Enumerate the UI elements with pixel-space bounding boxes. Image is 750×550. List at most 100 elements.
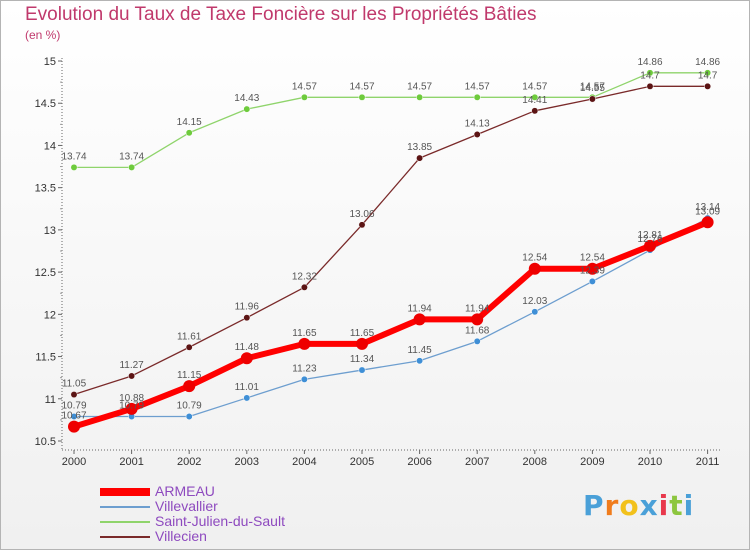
data-point — [185, 343, 193, 351]
data-point — [704, 82, 712, 90]
data-label: 10.79 — [61, 401, 86, 412]
series-line — [74, 72, 708, 169]
data-label: 11.65 — [350, 328, 375, 339]
x-tick-label: 2005 — [350, 456, 374, 468]
x-tick-label: 2010 — [638, 456, 662, 468]
series-data-labels: 10.79 10.79 10.79 11.01 11.23 11.34 11.45 11.68… — [61, 57, 720, 422]
data-label: 11.68 — [465, 325, 490, 336]
data-label: 11.34 — [350, 354, 375, 365]
series-line — [73, 219, 709, 430]
legend-label: Saint-Julien-du-Sault — [155, 513, 285, 529]
y-tick-label: 13.5 — [35, 183, 56, 195]
logo-letter: o — [619, 489, 640, 522]
data-label: 14.41 — [522, 95, 547, 106]
data-point — [70, 413, 78, 420]
data-point — [586, 262, 599, 275]
y-tick-label: 15 — [44, 56, 56, 68]
logo-letter: t — [669, 489, 684, 522]
chart-axes: 10.5 11 11.5 12 12.5 13 13.5 14 14.5 15 2000 2001 20… — [35, 56, 722, 468]
data-label: 11.94 — [465, 303, 490, 314]
data-label: 14.57 — [407, 81, 432, 92]
y-tick-label: 14.5 — [35, 98, 56, 110]
legend-swatch — [100, 521, 150, 523]
data-point — [128, 163, 136, 171]
y-tick-label: 13 — [44, 225, 56, 237]
series-line — [74, 217, 708, 418]
data-label: 11.45 — [407, 345, 432, 356]
data-label: 11.65 — [292, 328, 317, 339]
data-label: 12.54 — [580, 253, 605, 264]
data-point — [646, 69, 654, 77]
data-label: 11.61 — [177, 331, 202, 342]
data-point — [588, 277, 596, 285]
data-label: 11.96 — [235, 302, 260, 313]
data-label: 14.57 — [465, 81, 490, 92]
data-point — [358, 93, 366, 101]
data-point — [240, 352, 253, 365]
data-label: 12.39 — [580, 265, 605, 276]
legend-swatch — [100, 506, 150, 508]
data-point — [473, 93, 481, 101]
data-label: 14.57 — [292, 81, 317, 92]
data-label: 14.7 — [698, 70, 718, 81]
data-label: 14.57 — [349, 81, 374, 92]
data-point — [531, 308, 539, 316]
data-point — [704, 69, 712, 77]
data-point — [300, 375, 308, 383]
data-point — [300, 283, 308, 291]
x-tick-label: 2003 — [235, 456, 259, 468]
data-point — [68, 420, 80, 433]
data-label: 14.13 — [465, 118, 490, 129]
data-label: 13.74 — [61, 151, 86, 162]
data-label: 14.57 — [580, 81, 605, 92]
data-label: 14.86 — [695, 57, 720, 68]
data-label: 12.03 — [522, 296, 547, 307]
series-line — [73, 85, 708, 396]
data-point — [128, 372, 136, 380]
data-label: 11.01 — [235, 382, 260, 393]
data-point — [701, 216, 714, 229]
data-point — [531, 107, 539, 115]
y-tick-label: 11.5 — [35, 352, 56, 364]
data-label: 10.79 — [119, 401, 144, 412]
data-label: 10.67 — [61, 411, 86, 422]
data-point — [413, 313, 426, 326]
x-tick-label: 2011 — [696, 456, 720, 468]
data-label: 14.86 — [637, 57, 662, 68]
data-point — [531, 93, 539, 101]
legend-label: Villevallier — [155, 498, 218, 514]
data-label: 14.55 — [580, 83, 605, 94]
chart-subtitle: (en %) — [25, 28, 61, 42]
x-tick-label: 2000 — [62, 456, 86, 468]
y-tick-label: 12.5 — [35, 267, 56, 279]
x-tick-label: 2009 — [580, 456, 604, 468]
x-tick-label: 2006 — [407, 456, 431, 468]
x-tick-label: 2002 — [177, 456, 201, 468]
y-tick-label: 10.5 — [35, 436, 56, 448]
proxiti-logo: Proxiti — [583, 489, 694, 522]
data-label: 14.7 — [640, 70, 660, 81]
x-tick-label: 2007 — [465, 456, 489, 468]
y-tick-label: 11 — [45, 394, 56, 406]
chart-title: Evolution du Taux de Taxe Foncière sur l… — [25, 4, 537, 25]
data-label: 12.32 — [292, 271, 317, 282]
legend-label: ARMEAU — [155, 483, 215, 499]
data-label: 12.54 — [522, 253, 547, 264]
data-point — [588, 95, 596, 103]
logo-letter: i — [683, 489, 695, 522]
data-point — [358, 366, 366, 374]
data-label: 13.74 — [119, 151, 144, 162]
data-label: 12.81 — [637, 230, 662, 241]
series-lines — [68, 69, 714, 433]
data-label: 12.76 — [637, 234, 662, 245]
data-point — [471, 313, 484, 326]
data-point — [356, 337, 368, 350]
data-label: 11.94 — [407, 303, 432, 314]
data-label: 11.27 — [119, 360, 144, 371]
data-label: 13.85 — [407, 142, 432, 153]
y-tick-label: 14 — [44, 140, 56, 152]
data-label: 10.79 — [177, 401, 202, 412]
legend-swatch — [100, 536, 150, 538]
logo-letter: x — [639, 489, 659, 522]
data-point — [183, 380, 196, 393]
